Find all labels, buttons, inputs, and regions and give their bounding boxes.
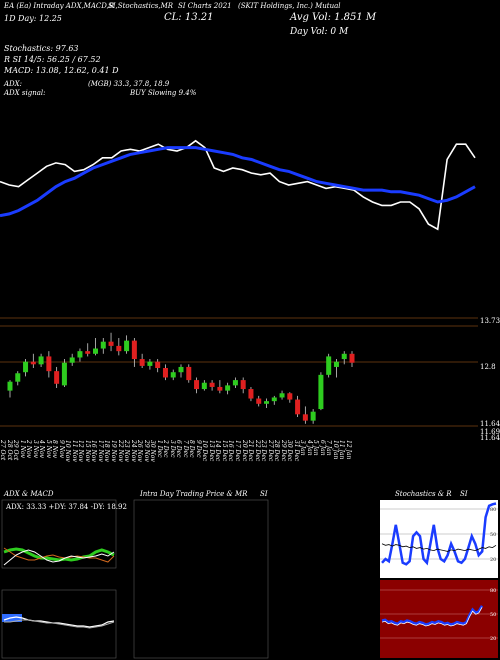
candle-body — [201, 382, 207, 390]
stoch-panel-title: Stochastics & R — [395, 490, 452, 498]
candle-body — [30, 361, 36, 365]
stochastics-level-label: 80 — [490, 507, 496, 513]
candle-body — [178, 366, 184, 373]
price-label-mid: 12.8 — [480, 363, 496, 371]
price-label-top: 13.73 — [480, 317, 500, 325]
candle-body — [264, 401, 269, 404]
rsi-line — [381, 605, 484, 626]
candle-body — [93, 348, 98, 354]
adx-minus-di-line — [3, 547, 115, 563]
candle-body — [38, 356, 44, 365]
candle-body — [217, 386, 223, 391]
header-line-1d: (SKIT Holdings, Inc.) Mutual — [238, 2, 341, 10]
adx-readout: ADX: — [4, 80, 23, 88]
adx-panel-title: ADX & MACD — [4, 490, 54, 498]
candle-body — [326, 356, 332, 375]
header-line-2: 1D Day: 12.25 — [4, 14, 62, 23]
stochastics-level-label: 50 — [490, 532, 496, 538]
header-line-1: EA (Ea) Intraday ADX,MACD,R — [4, 2, 115, 10]
candle-body — [333, 361, 339, 367]
candle-body — [54, 371, 60, 384]
day-volume: Day Vol: 0 M — [290, 27, 349, 37]
candle-body — [186, 366, 192, 381]
header-line-1b: SI,Stochastics,MR — [108, 2, 174, 10]
adx-signal-label: ADX signal: — [4, 89, 46, 97]
adx-plus-di-line — [3, 547, 115, 562]
rsi-level-label: 50 — [490, 612, 496, 618]
adx-values: (MGB) 33.3, 37.8, 18.9 — [88, 80, 170, 88]
candle-body — [279, 393, 285, 398]
candle-body — [248, 389, 254, 399]
candle-body — [225, 385, 231, 391]
stoch-panel-title-b: SI — [460, 490, 468, 498]
candle-body — [256, 398, 262, 404]
candle-body — [310, 411, 316, 421]
mrsi-panel — [133, 499, 269, 659]
candle-body — [46, 356, 52, 372]
macd-line — [3, 616, 115, 628]
moving-average-line — [0, 146, 476, 218]
candle-body — [23, 361, 29, 373]
header-line-1c: SI Charts 2021 — [178, 2, 232, 10]
candle-body — [147, 361, 153, 366]
stochastics-level-label: 20 — [490, 557, 496, 563]
candle-body — [100, 341, 106, 349]
candle-body — [194, 380, 200, 390]
candle-body — [69, 357, 75, 363]
candle-body — [77, 351, 83, 358]
candle-body — [15, 373, 21, 382]
rsi-panel — [380, 580, 498, 658]
price-label-low1: 11.64 — [480, 420, 500, 428]
price-line — [0, 139, 476, 231]
price-label-low3: 11.64 — [480, 434, 500, 442]
candle-body — [116, 345, 122, 352]
candle-body — [318, 374, 324, 410]
adx-panel-label: ADX: 33.33 +DY: 37.84 -DY: 18.92 — [6, 503, 127, 511]
candle-body — [131, 340, 137, 360]
rsi-level-label: 20 — [490, 636, 496, 642]
candle-body — [170, 372, 176, 378]
avg-volume: Avg Vol: 1.851 M — [290, 12, 377, 23]
candle-body — [85, 351, 91, 354]
mrsi-line — [381, 543, 497, 552]
rsi-readout: R SI 14/5: 56.25 / 67.52 — [4, 55, 101, 64]
candle-body — [61, 362, 67, 386]
mrsi-panel-title-b: SI — [260, 490, 268, 498]
candle-body — [139, 359, 145, 366]
candle-body — [7, 381, 13, 391]
candle-body — [155, 361, 161, 368]
candle-body — [124, 340, 130, 352]
stoch-readout: Stochastics: 97.63 — [4, 44, 79, 53]
candle-body — [287, 393, 293, 400]
close-price: CL: 13.21 — [164, 12, 214, 23]
price-label-low2: 11.69 — [480, 428, 500, 436]
main-line-chart — [0, 139, 476, 231]
rsi-level-label: 80 — [490, 588, 496, 594]
candle-body — [302, 414, 308, 421]
candle-body — [341, 353, 347, 360]
adx-line — [3, 549, 115, 566]
macd-signal-line — [4, 619, 115, 629]
candle-body — [240, 380, 246, 390]
candle-body — [232, 380, 238, 386]
candle-body — [162, 368, 168, 378]
rsi-signal-line — [381, 607, 483, 627]
candle-body — [271, 397, 277, 402]
mrsi-panel-title: Intra Day Trading Price & MR — [140, 490, 248, 498]
macd-readout: MACD: 13.08, 12.62, 0.41 D — [4, 66, 119, 75]
candle-body — [108, 341, 114, 346]
candle-body — [349, 353, 355, 363]
adx-signal-value: BUY Slowing 9.4% — [130, 89, 197, 97]
candle-body — [209, 382, 215, 387]
candle-body — [295, 399, 301, 415]
